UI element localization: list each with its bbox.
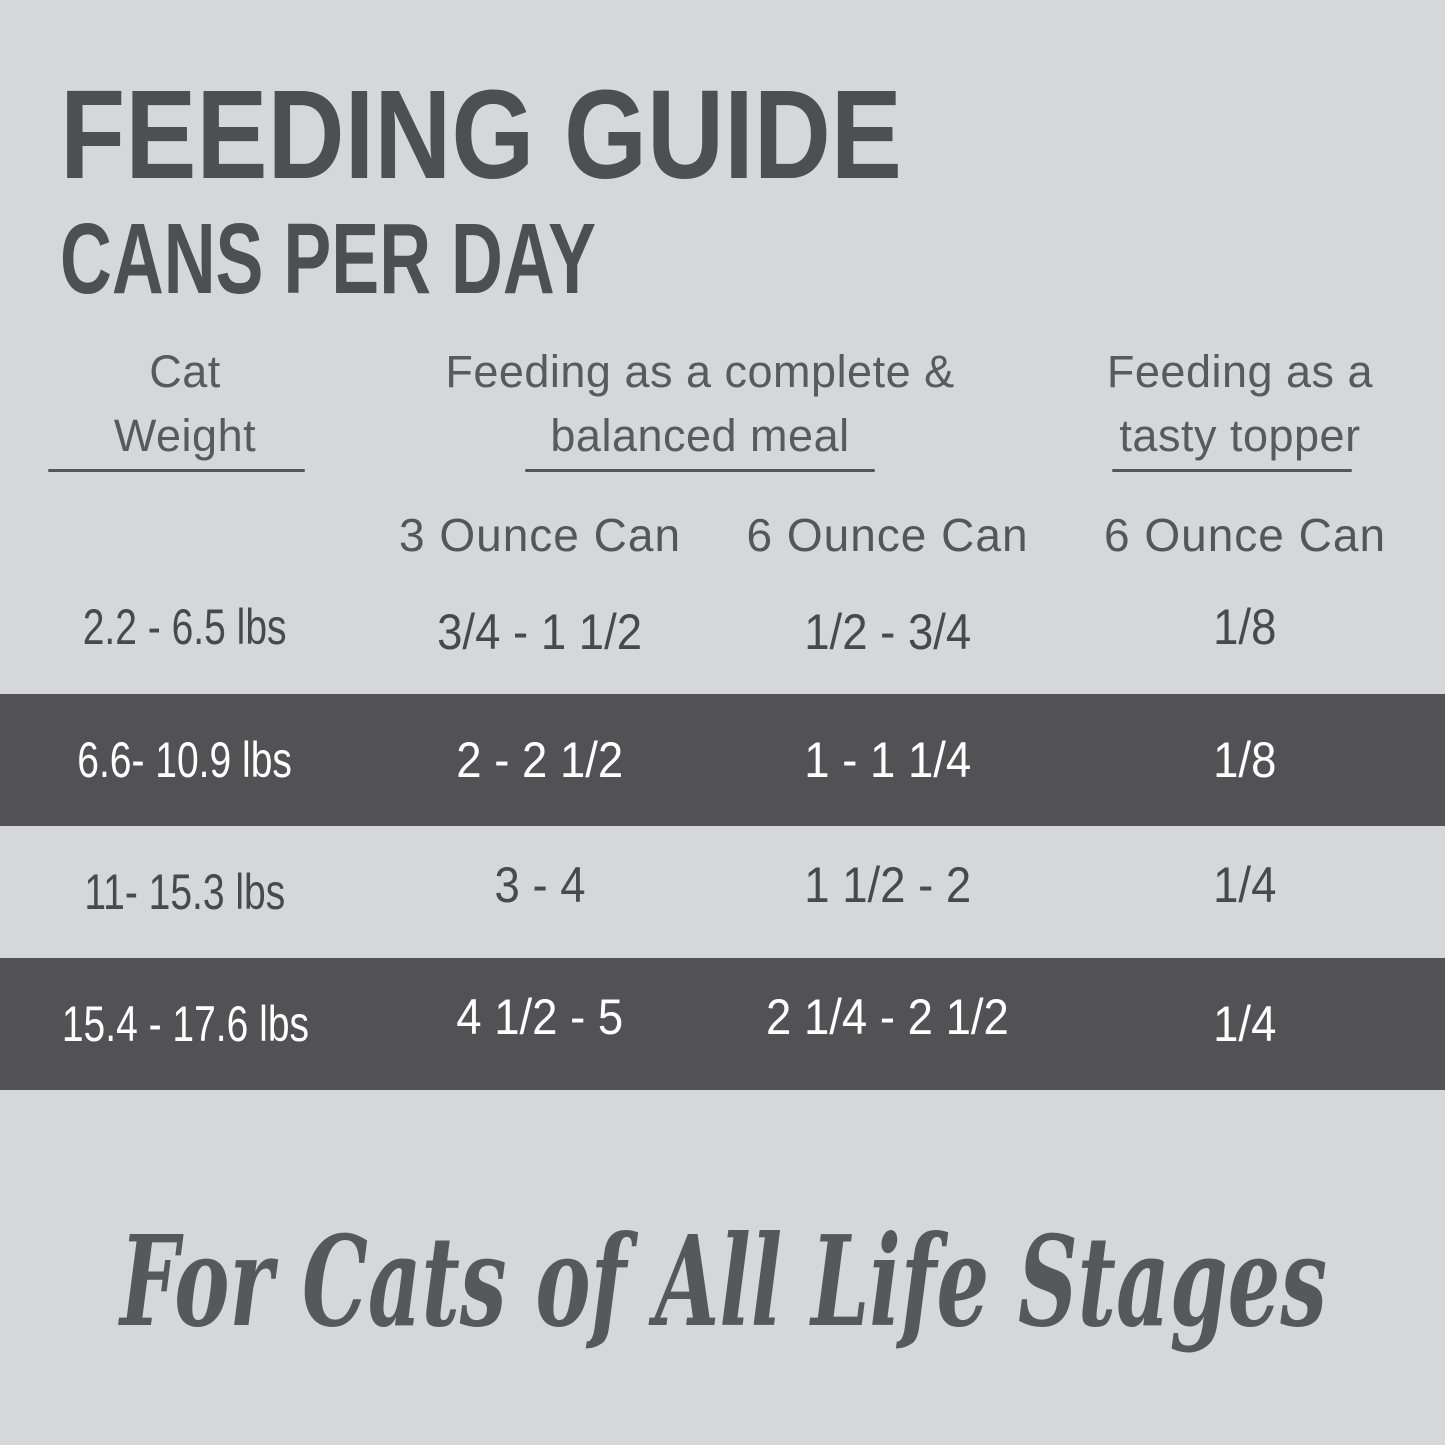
weight-value: 2.2 - 6.5 lbs [83,599,287,655]
cell-weight: 11- 15.3 lbs [15,826,355,958]
3oz-value: 2 - 2 1/2 [456,732,624,788]
underline-complete-meal [525,469,875,472]
6oz-value: 1 1/2 - 2 [804,857,971,913]
cell-6oz: 1 - 1 1/4 [705,694,1070,826]
header-tasty-topper: Feeding as a tasty topper [1063,340,1417,468]
3oz-value: 4 1/2 - 5 [456,989,624,1045]
cell-weight: 6.6- 10.9 lbs [15,694,355,826]
header-cat-weight-line1: Cat [149,346,221,397]
header-complete-meal-line2: balanced meal [550,410,850,461]
table-row: 2.2 - 6.5 lbs 3/4 - 1 1/2 1/2 - 3/4 1/8 [0,560,1445,694]
cell-6oz: 1 1/2 - 2 [705,826,1070,958]
cell-topper: 1/8 [1070,560,1420,694]
header-tasty-topper-line2: tasty topper [1119,410,1361,461]
page-subtitle: CANS PER DAY [60,203,596,310]
underline-cat-weight [48,469,305,472]
table-row-highlighted: 15.4 - 17.6 lbs 4 1/2 - 5 2 1/4 - 2 1/2 … [0,958,1445,1090]
cell-6oz: 2 1/4 - 2 1/2 [705,958,1070,1090]
cell-topper: 1/4 [1070,958,1420,1090]
cell-3oz: 3/4 - 1 1/2 [365,560,715,694]
6oz-value: 1/2 - 3/4 [804,604,971,660]
title-block: FEEDING GUIDE CANS PER DAY [60,64,902,310]
underline-tasty-topper [1112,469,1352,472]
topper-value: 1/8 [1213,599,1277,655]
6oz-value: 1 - 1 1/4 [804,732,971,788]
footer-block: For Cats of All Life Stages [118,1209,1327,1355]
weight-value: 6.6- 10.9 lbs [77,732,293,788]
weight-value: 11- 15.3 lbs [84,864,286,920]
page-title: FEEDING GUIDE [60,64,902,205]
6oz-value: 2 1/4 - 2 1/2 [766,989,1009,1045]
header-tasty-topper-line1: Feeding as a [1106,346,1374,397]
cell-6oz: 1/2 - 3/4 [705,560,1070,694]
weight-value: 15.4 - 17.6 lbs [61,996,309,1052]
cell-weight: 2.2 - 6.5 lbs [15,560,355,694]
subheader-6oz-can-topper: 6 Ounce Can [1103,509,1387,561]
topper-value: 1/4 [1213,996,1277,1052]
cell-topper: 1/8 [1070,694,1420,826]
cell-3oz: 4 1/2 - 5 [365,958,715,1090]
header-cat-weight: Cat Weight [15,340,355,468]
topper-value: 1/8 [1213,732,1277,788]
topper-value: 1/4 [1213,857,1277,913]
cell-topper: 1/4 [1070,826,1420,958]
cell-3oz: 2 - 2 1/2 [365,694,715,826]
header-complete-meal: Feeding as a complete & balanced meal [352,340,1048,468]
subheader-3oz-can: 3 Ounce Can [398,509,682,561]
cell-3oz: 3 - 4 [365,826,715,958]
header-cat-weight-line2: Weight [113,410,257,461]
3oz-value: 3 - 4 [494,857,586,913]
3oz-value: 3/4 - 1 1/2 [437,604,643,660]
cell-weight: 15.4 - 17.6 lbs [15,958,355,1090]
subheader-6oz-can-meal: 6 Ounce Can [746,509,1029,561]
table-row: 11- 15.3 lbs 3 - 4 1 1/2 - 2 1/4 [0,826,1445,958]
tagline-text: For Cats of All Life Stages [118,1209,1327,1355]
table-row-highlighted: 6.6- 10.9 lbs 2 - 2 1/2 1 - 1 1/4 1/8 [0,694,1445,826]
header-complete-meal-line1: Feeding as a complete & [445,346,955,397]
